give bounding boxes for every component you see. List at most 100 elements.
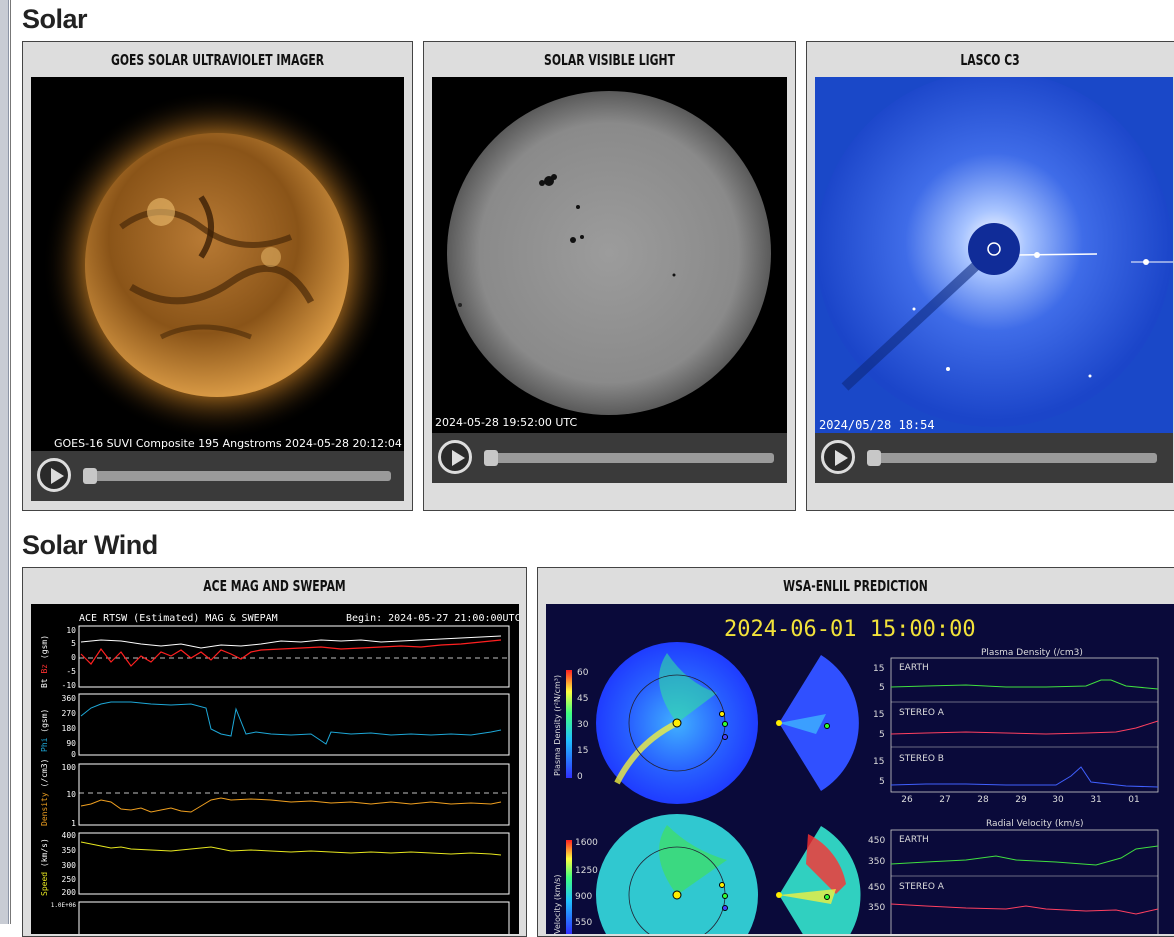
ace-phi-tick: 90 xyxy=(66,739,76,748)
ace-plot-graphic: ACE RTSW (Estimated) MAG & SWEPAM Begin:… xyxy=(40,613,519,934)
panel-title-suvi: GOES SOLAR ULTRAVIOLET IMAGER xyxy=(110,51,325,69)
enlil-velocity-title: Radial Velocity (km/s) xyxy=(986,819,1084,829)
enlil-density-tick: 5 xyxy=(879,683,885,693)
enlil-velocity-tick: 450 xyxy=(868,836,885,846)
ace-bz-tick: -10 xyxy=(62,681,77,690)
enlil-density-tick: 5 xyxy=(879,777,885,787)
enlil-day-tick: 31 xyxy=(1090,795,1101,805)
left-frame-line xyxy=(10,0,11,924)
enlil-density-tick: 5 xyxy=(879,730,885,740)
enlil-density-tick: 15 xyxy=(873,664,884,674)
ace-density-tick: 100 xyxy=(62,763,77,772)
suvi-slider-handle[interactable] xyxy=(83,468,97,484)
ace-plot-title: ACE RTSW (Estimated) MAG & SWEPAM xyxy=(79,613,278,624)
ace-bz-tick: 0 xyxy=(71,653,76,662)
ace-plot-image: ACE RTSW (Estimated) MAG & SWEPAM Begin:… xyxy=(31,604,519,934)
enlil-density-scale-tick: 0 xyxy=(577,772,583,782)
ace-plot-begin: Begin: 2024-05-27 21:00:00UTC xyxy=(346,613,519,624)
ace-speed-tick: 300 xyxy=(62,861,77,870)
enlil-density-plot-name: EARTH xyxy=(899,663,929,673)
svg-text:Density (/cm3): Density (/cm3) xyxy=(40,759,49,826)
enlil-density-title: Plasma Density (/cm3) xyxy=(981,648,1083,658)
enlil-day-tick: 28 xyxy=(977,795,989,805)
panel-title-visible: SOLAR VISIBLE LIGHT xyxy=(544,51,675,69)
enlil-image: 2024-06-01 15:00:00 60 45 30 15 0 Plasma… xyxy=(546,604,1174,934)
ace-label-dunit: (/cm3) xyxy=(40,759,49,788)
visible-play-button[interactable] xyxy=(438,440,472,474)
enlil-stereoa-density-trace xyxy=(890,720,1159,735)
enlil-velocity-tick: 350 xyxy=(868,857,885,867)
visible-caption: 2024-05-28 19:52:00 UTC xyxy=(435,416,578,429)
enlil-density-tick: 15 xyxy=(873,710,884,720)
ace-bz-trace xyxy=(80,639,502,667)
svg-text:Phi (gsm): Phi (gsm) xyxy=(40,709,49,752)
enlil-earth-velocity-trace xyxy=(890,845,1159,866)
lasco-slider-handle[interactable] xyxy=(867,450,881,466)
enlil-velocity-tick: 350 xyxy=(868,903,885,913)
enlil-density-tick: 15 xyxy=(873,757,884,767)
lasco-timeline-slider[interactable] xyxy=(867,453,1157,463)
enlil-day-tick: 29 xyxy=(1015,795,1027,805)
enlil-density-scale-label: Plasma Density (r²N/cm³) xyxy=(553,675,562,776)
left-frame-bar xyxy=(0,0,9,924)
enlil-day-tick: 27 xyxy=(939,795,950,805)
enlil-density-scale-tick: 60 xyxy=(577,668,589,678)
ace-phi-tick: 180 xyxy=(62,724,77,733)
enlil-density-plot-name: STEREO A xyxy=(899,708,945,718)
panel-suvi: GOES SOLAR ULTRAVIOLET IMAGER xyxy=(22,41,413,511)
ace-speed-trace xyxy=(80,841,502,856)
enlil-velocity-scale-tick: 1600 xyxy=(575,838,598,848)
visible-sun-graphic xyxy=(447,91,771,415)
ace-phi-trace xyxy=(80,701,502,745)
ace-label-gsm2: (gsm) xyxy=(40,709,49,733)
visible-timeline-slider[interactable] xyxy=(484,453,774,463)
panel-visible: SOLAR VISIBLE LIGHT 2024-05-28 19:52:00 … xyxy=(423,41,796,511)
ace-label-phi: Phi xyxy=(40,737,49,752)
enlil-density-scale-tick: 15 xyxy=(577,746,588,756)
lasco-coronagraph-graphic xyxy=(815,77,1173,433)
ace-speed-tick: 250 xyxy=(62,875,77,884)
section-title-solar-wind: Solar Wind xyxy=(22,530,158,560)
ace-label-bt: Bt xyxy=(40,678,49,688)
panel-enlil: WSA-ENLIL PREDICTION 2024-06-01 15:00:00 xyxy=(537,567,1174,937)
enlil-velocity-scale-tick: 900 xyxy=(575,892,592,902)
enlil-earth-density-trace xyxy=(890,679,1159,690)
svg-text:Bt Bz (gsm): Bt Bz (gsm) xyxy=(40,635,49,688)
visible-player xyxy=(432,433,787,483)
ace-label-speed: Speed xyxy=(40,872,49,896)
panel-title-enlil: WSA-ENLIL PREDICTION xyxy=(783,577,928,595)
enlil-density-scale-tick: 45 xyxy=(577,694,588,704)
enlil-velocity-plot-name: STEREO A xyxy=(899,882,945,892)
enlil-velocity-scale-tick: 550 xyxy=(575,918,592,928)
enlil-density-scale-tick: 30 xyxy=(577,720,589,730)
panel-lasco: LASCO C3 2024/05/28 18: xyxy=(806,41,1174,511)
visible-slider-handle[interactable] xyxy=(484,450,498,466)
ace-density-tick: 10 xyxy=(66,790,76,799)
suvi-play-button[interactable] xyxy=(37,458,71,492)
ace-label-sunit: (km/s) xyxy=(40,838,49,867)
lasco-play-button[interactable] xyxy=(821,440,855,474)
enlil-timestamp: 2024-06-01 15:00:00 xyxy=(724,617,976,642)
ace-bz-tick: -5 xyxy=(66,667,76,676)
enlil-graphic: 2024-06-01 15:00:00 60 45 30 15 0 Plasma… xyxy=(553,617,1159,934)
suvi-sun-graphic xyxy=(42,90,392,440)
enlil-day-tick: 30 xyxy=(1052,795,1064,805)
lasco-caption: 2024/05/28 18:54 xyxy=(819,418,935,432)
ace-label-bz: Bz xyxy=(40,664,49,674)
ace-bz-tick: 5 xyxy=(71,639,76,648)
ace-density-tick: 1 xyxy=(71,819,76,828)
enlil-stereob-density-trace xyxy=(890,766,1159,788)
lasco-player xyxy=(815,433,1173,483)
enlil-stereoa-velocity-trace xyxy=(890,903,1159,915)
enlil-velocity-scale-tick: 1250 xyxy=(575,866,598,876)
suvi-player xyxy=(31,451,404,501)
panel-title-lasco: LASCO C3 xyxy=(960,51,1020,69)
ace-label-density: Density xyxy=(40,792,49,826)
ace-temp-tick: 1.0E+06 xyxy=(51,902,77,909)
suvi-image: GOES-16 SUVI Composite 195 Angstroms 202… xyxy=(31,77,404,451)
suvi-timeline-slider[interactable] xyxy=(83,471,391,481)
enlil-velocity-plot-name: EARTH xyxy=(899,835,929,845)
ace-bz-tick: 10 xyxy=(66,626,76,635)
visible-image: 2024-05-28 19:52:00 UTC xyxy=(432,77,787,433)
enlil-velocity-scale-label: Velocity (km/s) xyxy=(553,875,562,934)
